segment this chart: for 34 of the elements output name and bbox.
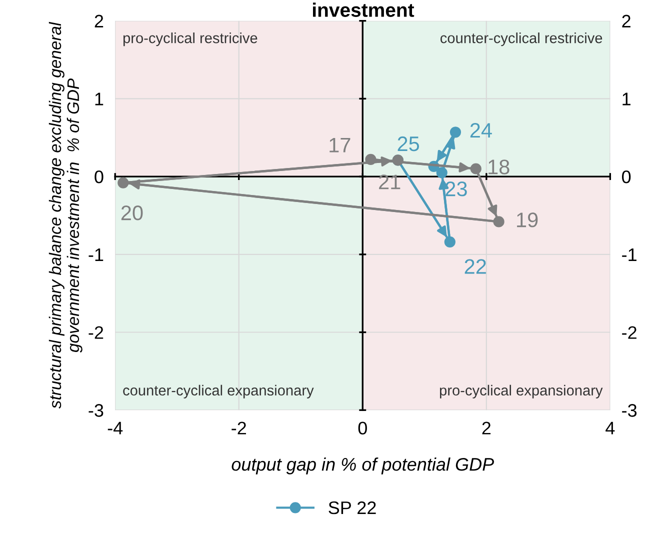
legend-label: SP 22 (328, 501, 376, 514)
annotation: 24 (470, 123, 492, 138)
annotation: 23 (446, 182, 467, 196)
annotation: counter-cyclical restricive (440, 32, 602, 46)
annotation: counter-cyclical expansionary (123, 384, 314, 398)
annotation: 20 (121, 206, 143, 220)
annotation: 18 (488, 160, 510, 174)
y-tick-label: -2 (88, 326, 104, 339)
y-tick-label: 2 (94, 14, 104, 28)
y2-tick-label: 1 (622, 92, 630, 106)
y2-tick-label: 2 (622, 14, 630, 28)
y-tick-label: 1 (95, 92, 104, 106)
y2-tick-label: -1 (622, 248, 636, 261)
y-axis-title: structural primary balance change excluding general government investment in % of GDP (48, 22, 82, 409)
y-tick-label: -1 (88, 248, 104, 261)
annotation: 22 (464, 259, 486, 274)
x-tick-label: 4 (606, 422, 615, 434)
annotation: pro-cyclical expansionary (440, 384, 603, 398)
annotation: 19 (517, 212, 538, 228)
y2-tick-label: -2 (622, 326, 636, 339)
y-tick-label: 0 (94, 170, 104, 184)
annotation: pro-cyclical restricive (123, 32, 258, 46)
annotation: 25 (398, 136, 420, 152)
x-tick-label: 0 (358, 422, 367, 434)
y2-tick-label: -3 (622, 404, 637, 417)
y-tick-label: -3 (88, 404, 104, 417)
annotation: 17 (330, 138, 350, 152)
x-axis-title: output gap in % of potential GDP (232, 458, 494, 474)
x-tick-label: 2 (482, 422, 491, 434)
y2-tick-label: 0 (622, 170, 631, 184)
chart-title: investment (313, 2, 414, 17)
annotation: 21 (379, 174, 400, 190)
x-tick-label: -2 (232, 422, 246, 434)
x-tick-label: -4 (108, 422, 123, 434)
